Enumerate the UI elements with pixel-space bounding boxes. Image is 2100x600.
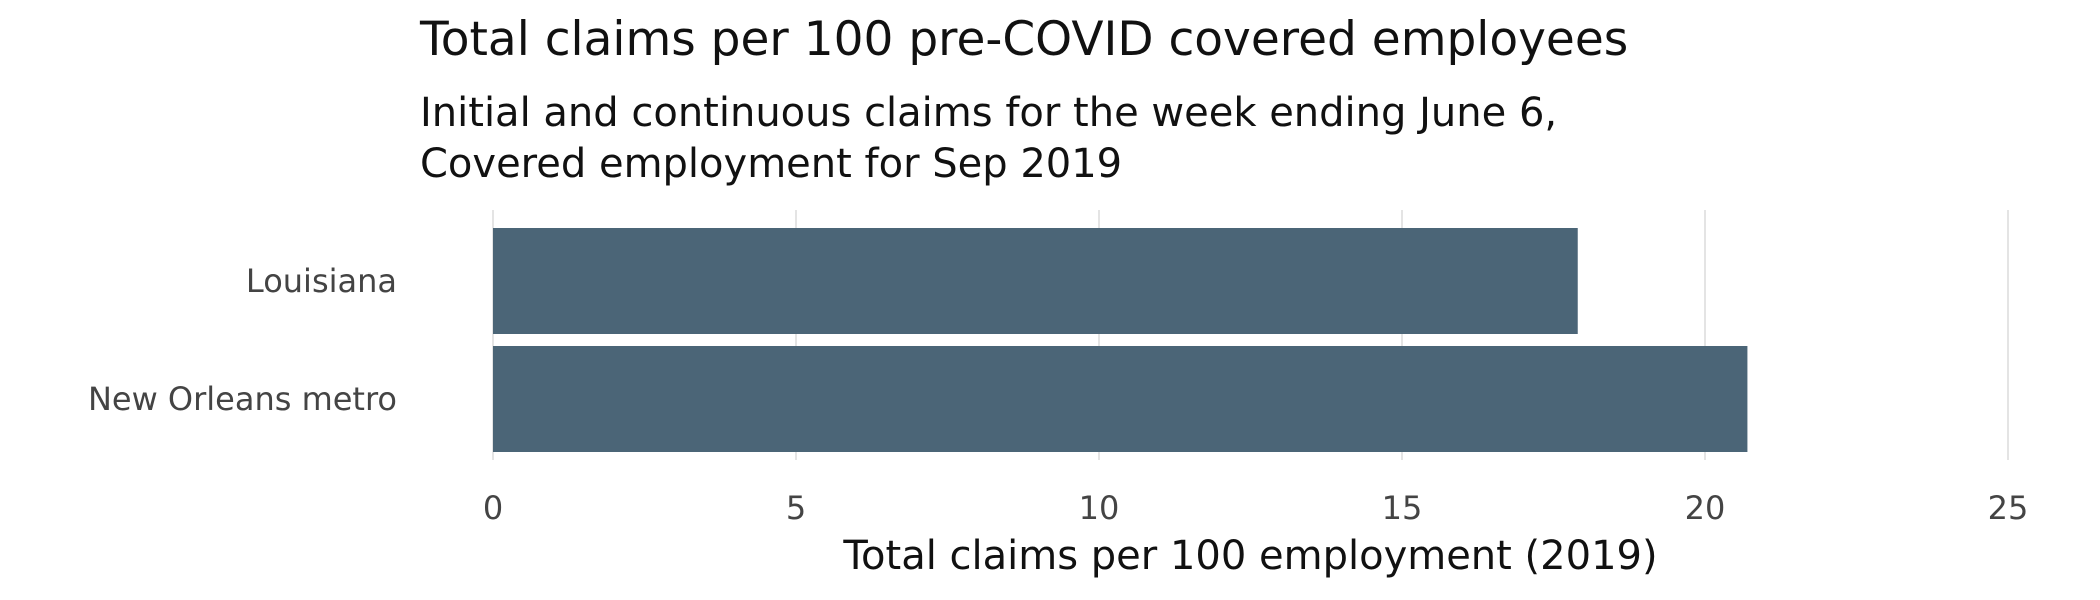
- chart-title: Total claims per 100 pre-COVID covered e…: [420, 12, 1629, 67]
- x-tick-label: 15: [1382, 489, 1423, 527]
- y-axis-tick-labels: Louisiana New Orleans metro: [88, 262, 397, 418]
- chart-subtitle-line-2: Covered employment for Sep 2019: [420, 141, 1123, 187]
- x-tick-label: 10: [1079, 489, 1120, 527]
- x-tick-label: 20: [1685, 489, 1726, 527]
- bar-new-orleans-metro: [493, 346, 1748, 452]
- chart-subtitle: Initial and continuous claims for the we…: [420, 88, 1557, 190]
- y-tick-label: Louisiana: [246, 262, 397, 300]
- bars: [493, 228, 1748, 452]
- x-tick-label: 5: [786, 489, 806, 527]
- chart-subtitle-line-1: Initial and continuous claims for the we…: [420, 90, 1558, 136]
- x-tick-label: 25: [1988, 489, 2029, 527]
- y-tick-label: New Orleans metro: [88, 380, 397, 418]
- x-tick-label: 0: [483, 489, 503, 527]
- x-axis-tick-labels: 0 5 10 15 20 25: [483, 489, 2029, 527]
- x-axis-label: Total claims per 100 employment (2019): [842, 533, 1657, 579]
- bar-louisiana: [493, 228, 1578, 334]
